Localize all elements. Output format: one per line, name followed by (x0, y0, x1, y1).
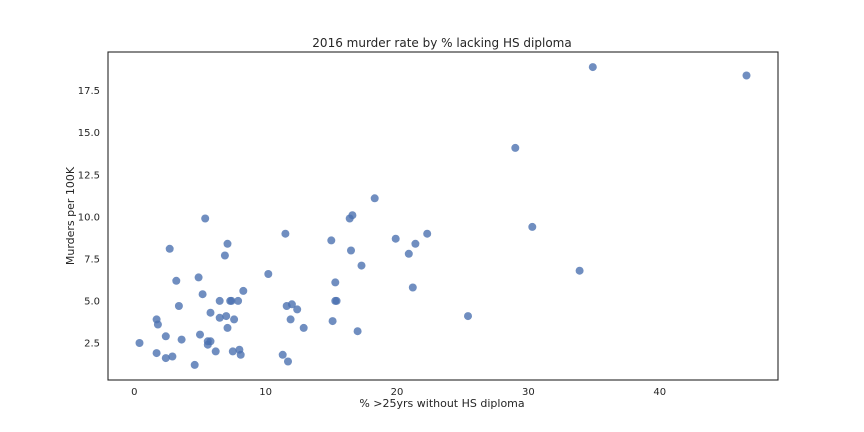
data-point-51 (348, 211, 357, 220)
x-tick-label: 30 (522, 387, 535, 398)
data-point-61 (511, 143, 520, 152)
data-point-14 (198, 290, 207, 299)
y-tick-label: 17.5 (78, 86, 100, 97)
data-point-33 (236, 350, 245, 359)
data-point-31 (234, 296, 243, 305)
data-point-1 (152, 349, 161, 358)
data-point-11 (190, 360, 199, 369)
data-point-15 (201, 214, 210, 223)
y-tick-label: 12.5 (78, 170, 100, 181)
data-point-28 (227, 296, 236, 305)
y-axis-label: Murders per 100K (64, 166, 77, 265)
data-point-64 (588, 63, 597, 72)
data-point-35 (264, 270, 273, 278)
data-point-13 (196, 330, 204, 339)
x-axis-label: % >25yrs without HS diploma (359, 397, 524, 410)
data-point-24 (222, 312, 231, 321)
x-tick-label: 10 (259, 387, 272, 398)
data-point-39 (284, 357, 292, 366)
data-point-43 (299, 323, 308, 332)
data-point-52 (353, 327, 362, 336)
data-point-36 (278, 350, 287, 359)
data-point-9 (174, 302, 183, 310)
y-tick-label: 10.0 (78, 212, 100, 223)
data-point-60 (464, 312, 472, 321)
data-point-50 (347, 246, 355, 255)
data-point-62 (528, 222, 537, 231)
data-point-4 (161, 354, 170, 363)
data-point-37 (281, 229, 290, 238)
data-point-41 (287, 300, 296, 309)
data-point-6 (165, 244, 174, 253)
data-point-18 (206, 337, 215, 346)
data-point-10 (177, 335, 186, 344)
data-point-26 (223, 323, 232, 332)
data-point-21 (215, 296, 224, 305)
data-point-59 (423, 229, 432, 238)
data-point-54 (370, 194, 379, 203)
data-point-19 (206, 308, 215, 317)
data-point-29 (228, 347, 237, 356)
data-point-3 (153, 320, 162, 329)
x-tick-label: 40 (653, 387, 666, 398)
data-point-44 (327, 236, 336, 245)
points-layer (135, 63, 751, 369)
y-tick-label: 2.5 (84, 339, 100, 350)
data-point-45 (328, 317, 337, 326)
data-point-63 (575, 266, 584, 275)
y-tick-label: 7.5 (84, 254, 100, 265)
y-tick-label: 5.0 (84, 296, 100, 307)
data-point-57 (408, 283, 417, 292)
data-point-55 (391, 234, 400, 243)
data-point-8 (172, 276, 181, 285)
data-point-22 (215, 313, 224, 322)
data-point-23 (220, 251, 229, 260)
chart-title: 2016 murder rate by % lacking HS diploma (312, 36, 571, 50)
data-point-34 (239, 286, 248, 295)
data-point-40 (286, 315, 295, 324)
data-point-58 (411, 239, 420, 248)
data-point-56 (404, 249, 413, 258)
data-point-0 (135, 339, 144, 347)
x-tick-label: 0 (131, 387, 137, 398)
data-point-53 (357, 261, 366, 270)
y-tick-label: 15.0 (78, 128, 100, 139)
data-point-46 (331, 278, 340, 287)
data-point-30 (230, 315, 239, 324)
plot-frame (107, 51, 779, 381)
x-tick-label: 20 (391, 387, 404, 398)
data-point-12 (194, 273, 203, 282)
data-point-42 (293, 305, 302, 314)
data-point-25 (223, 239, 232, 248)
data-point-20 (211, 347, 220, 356)
data-point-48 (332, 296, 341, 305)
ticks-layer: 0 10 20 30 40 2.5 5.0 7.5 10.0 12.5 15.0 17.5 (78, 86, 666, 398)
data-point-5 (161, 332, 170, 341)
data-point-65 (742, 71, 751, 80)
data-point-7 (168, 352, 177, 361)
